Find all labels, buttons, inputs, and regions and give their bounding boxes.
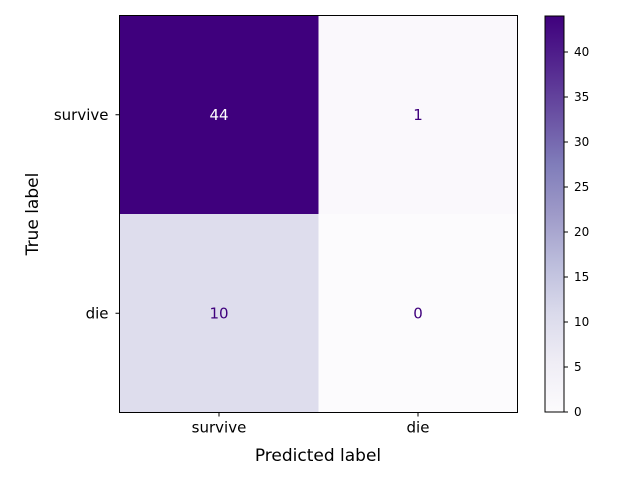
cell-value-labels: 44 1 10 0 bbox=[209, 106, 422, 323]
y-tick-label-die: die bbox=[86, 304, 109, 322]
cell-value-survive-survive: 44 bbox=[209, 106, 228, 124]
heatmap-cells bbox=[119, 15, 518, 413]
colorbar-tick-label: 5 bbox=[574, 360, 582, 374]
x-tick-label-die: die bbox=[407, 419, 430, 437]
cell-value-die-die: 0 bbox=[413, 304, 423, 322]
y-tick-label-survive: survive bbox=[54, 106, 109, 124]
x-axis: survive die bbox=[192, 412, 430, 437]
colorbar-tick-label: 10 bbox=[574, 315, 589, 329]
plot-frame bbox=[119, 15, 518, 413]
x-axis-label: Predicted label bbox=[255, 446, 381, 466]
cell-value-die-survive: 10 bbox=[209, 304, 228, 322]
colorbar bbox=[544, 15, 565, 413]
heatmap-cell-survive-survive bbox=[119, 15, 319, 214]
y-axis-label: True label bbox=[23, 173, 43, 257]
heatmap-cell-die-die bbox=[318, 214, 518, 413]
colorbar-tick-label: 15 bbox=[574, 270, 589, 284]
colorbar-tick-label: 30 bbox=[574, 135, 589, 149]
colorbar-tick-label: 25 bbox=[574, 180, 589, 194]
heatmap-cell-die-survive bbox=[119, 214, 319, 413]
colorbar-tick-label: 40 bbox=[574, 45, 589, 59]
cell-value-survive-die: 1 bbox=[413, 106, 423, 124]
colorbar-tick-label: 35 bbox=[574, 90, 589, 104]
heatmap-cell-survive-die bbox=[318, 15, 518, 214]
colorbar-tick-label: 0 bbox=[574, 405, 582, 419]
colorbar-ticks: 0 5 10 15 20 25 30 35 40 bbox=[564, 45, 589, 419]
colorbar-tick-label: 20 bbox=[574, 225, 589, 239]
y-axis: survive die bbox=[54, 106, 120, 322]
x-tick-label-survive: survive bbox=[192, 419, 247, 437]
